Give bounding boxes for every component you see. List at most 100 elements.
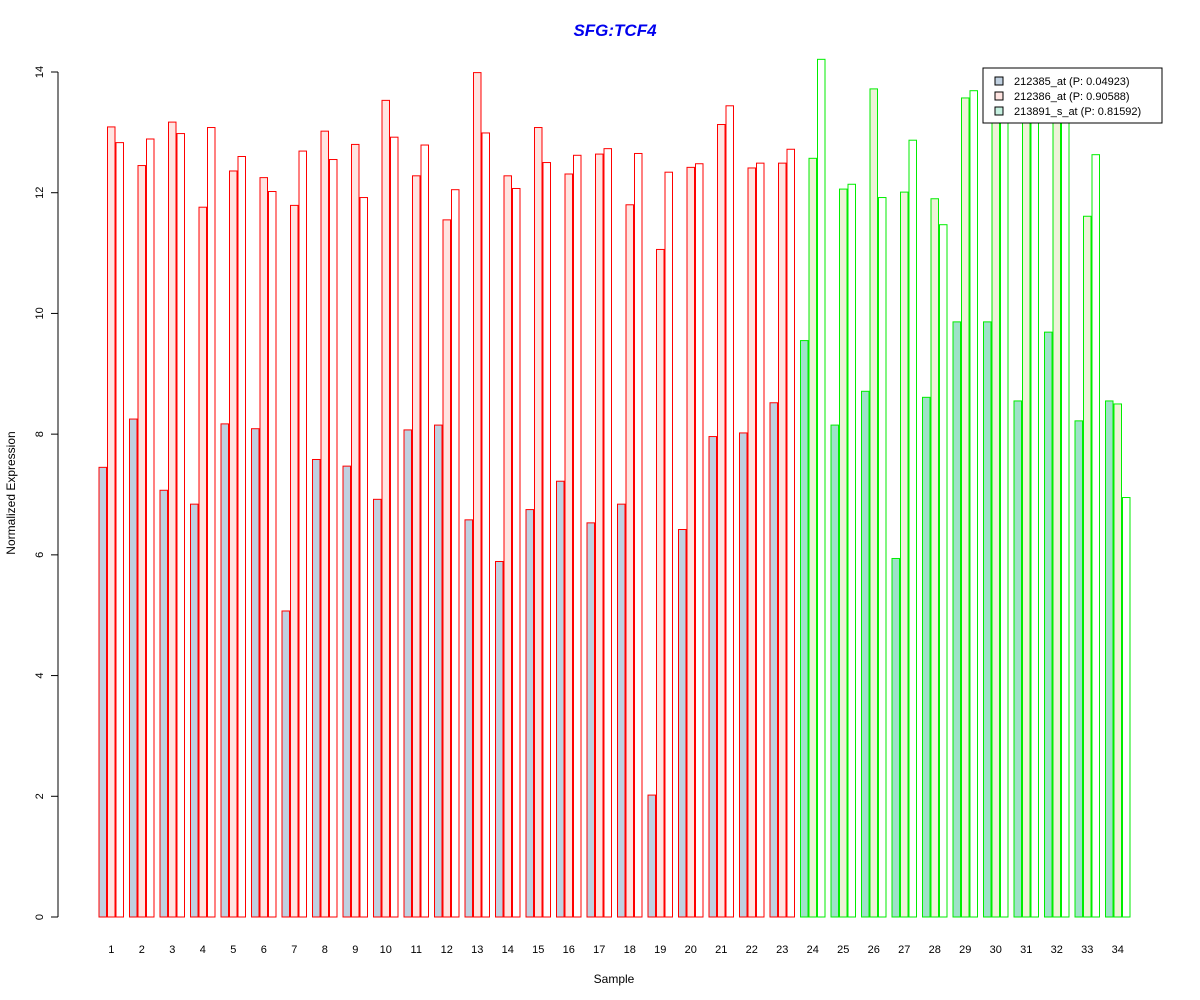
- bar: [237, 156, 246, 918]
- bar: [1083, 215, 1092, 918]
- bar: [586, 522, 595, 918]
- x-tick-label: 24: [807, 944, 819, 956]
- x-tick-label: 12: [441, 944, 453, 956]
- bar: [107, 126, 116, 918]
- bar: [900, 191, 909, 918]
- bar: [778, 162, 787, 918]
- bar: [1030, 119, 1039, 918]
- bar: [747, 167, 756, 918]
- bar: [556, 480, 565, 918]
- bar: [725, 105, 734, 918]
- bar: [656, 248, 665, 918]
- bar: [922, 396, 931, 918]
- y-tick-label: 14: [34, 66, 46, 78]
- x-tick-label: 8: [322, 944, 328, 956]
- bar: [329, 159, 338, 918]
- bar: [129, 418, 138, 918]
- bar: [961, 97, 970, 918]
- bar: [220, 423, 229, 918]
- bar: [268, 191, 277, 918]
- x-tick-label: 4: [200, 944, 206, 956]
- bar: [664, 171, 673, 918]
- bar: [1061, 119, 1070, 918]
- bar: [1022, 119, 1031, 918]
- bar: [1091, 154, 1100, 918]
- bar: [564, 173, 573, 918]
- bar: [769, 402, 778, 918]
- bar: [481, 132, 490, 918]
- legend-swatch: [994, 106, 1004, 116]
- bar: [930, 198, 939, 918]
- bar: [403, 429, 412, 918]
- bar: [298, 150, 307, 918]
- y-tick-label: 6: [34, 552, 46, 558]
- x-tick-label: 11: [411, 944, 422, 956]
- bar: [678, 529, 687, 918]
- bar: [686, 166, 695, 918]
- bar: [808, 157, 817, 918]
- bar: [647, 794, 656, 918]
- x-tick-label: 23: [776, 944, 788, 956]
- bar: [146, 138, 155, 918]
- x-tick-labels: 1 2 3 4 5 6 7 8 9 10 11 12 13 14 15 16 17 18 19 20 21 22 23 24 2…: [108, 944, 1124, 956]
- bar: [800, 340, 809, 918]
- y-tick-label: 2: [34, 793, 46, 799]
- bar: [434, 424, 443, 918]
- x-axis-label: Sample: [594, 972, 635, 986]
- bar: [786, 148, 795, 918]
- bar: [98, 466, 107, 918]
- bar: [503, 175, 512, 918]
- bar: [573, 154, 582, 918]
- y-tick-label: 12: [34, 187, 46, 199]
- y-axis-label: Normalized Expression: [4, 431, 18, 554]
- x-tick-label: 17: [593, 944, 605, 956]
- bar: [281, 610, 290, 918]
- bar: [869, 88, 878, 918]
- bar: [381, 99, 390, 918]
- x-tick-label: 13: [471, 944, 483, 956]
- bar: [320, 130, 329, 918]
- x-tick-label: 19: [654, 944, 666, 956]
- bar: [952, 321, 961, 918]
- bar: [1013, 400, 1022, 918]
- bar: [939, 224, 948, 918]
- legend-entry: 212386_at (P: 0.90588): [1014, 91, 1130, 103]
- bar: [969, 90, 978, 918]
- bar: [312, 458, 321, 918]
- bar: [908, 139, 917, 918]
- bar: [891, 557, 900, 918]
- bar: [207, 127, 216, 918]
- bar: [420, 144, 429, 918]
- bar: [861, 390, 870, 918]
- bar: [359, 197, 368, 918]
- bar: [390, 136, 399, 918]
- bar: [229, 170, 238, 918]
- y-tick-label: 8: [34, 431, 46, 437]
- legend: 212385_at (P: 0.04923) 212386_at (P: 0.90…: [982, 67, 1163, 124]
- x-tick-label: 10: [380, 944, 392, 956]
- x-tick-label: 34: [1112, 944, 1124, 956]
- x-tick-label: 3: [169, 944, 175, 956]
- bar: [259, 177, 268, 918]
- bar: [991, 119, 1000, 918]
- bar: [159, 489, 168, 918]
- legend-entry: 212385_at (P: 0.04923): [1014, 76, 1130, 88]
- bar: [1074, 420, 1083, 918]
- x-tick-label: 15: [532, 944, 544, 956]
- x-tick-label: 20: [685, 944, 697, 956]
- bar: [983, 321, 992, 918]
- x-tick-label: 32: [1051, 944, 1063, 956]
- x-tick-label: 30: [990, 944, 1002, 956]
- bar: [1113, 403, 1122, 918]
- bar: [756, 162, 765, 918]
- y-tick-label: 10: [34, 307, 46, 319]
- bar: [634, 152, 643, 918]
- bar: [351, 143, 360, 918]
- bar: [1122, 497, 1131, 918]
- bar: [342, 465, 351, 918]
- x-tick-label: 26: [868, 944, 880, 956]
- bars: [98, 58, 1131, 918]
- bar: [442, 219, 451, 918]
- bar: [878, 197, 887, 918]
